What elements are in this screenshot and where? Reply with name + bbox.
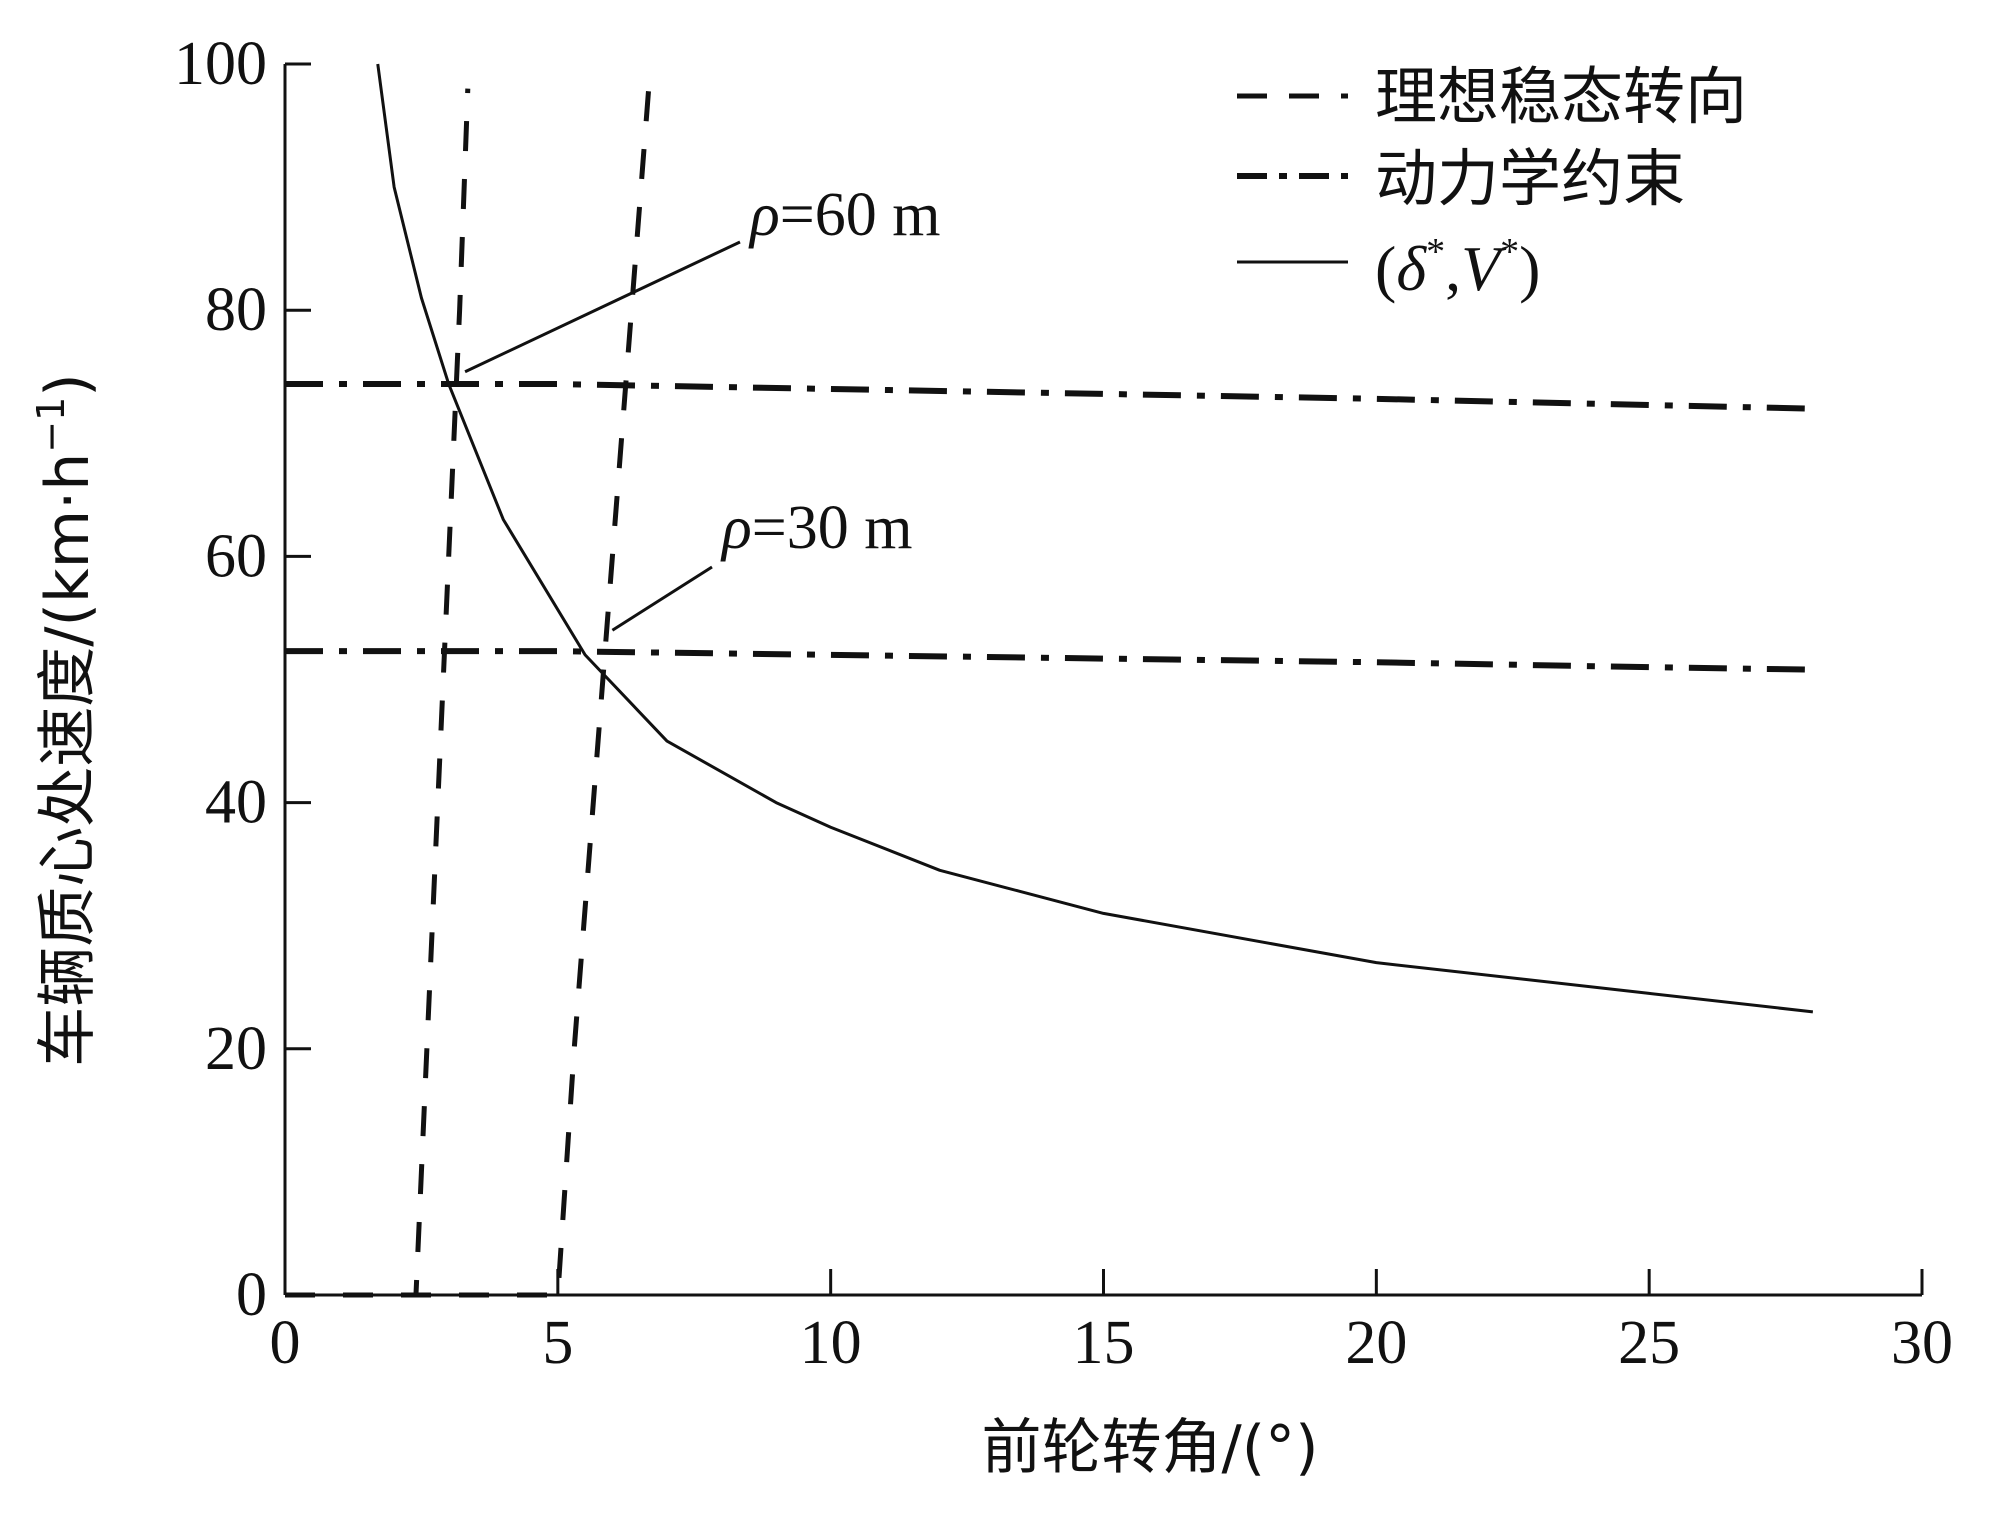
x-tick-label: 15 xyxy=(1073,1309,1135,1377)
y-tick-label: 60 xyxy=(205,522,267,590)
legend-star-1: * xyxy=(1426,231,1445,273)
annotation-text-30: =30 m xyxy=(752,494,913,562)
y-axis-title-superscript: −1 xyxy=(29,397,73,453)
x-tick-label: 0 xyxy=(270,1309,301,1377)
annotation-label-30m: ρ=30 m xyxy=(720,494,912,562)
legend-v: V xyxy=(1461,233,1507,304)
y-axis-title: 车辆质心处速度/(km·h−1) xyxy=(29,373,103,1066)
x-tick-label: 30 xyxy=(1891,1309,1953,1377)
legend-comma: , xyxy=(1445,233,1461,304)
y-tick-label: 100 xyxy=(174,30,267,98)
annotation-rho-60: ρ xyxy=(748,181,780,249)
x-tick-label: 5 xyxy=(542,1309,573,1377)
x-tick-label: 20 xyxy=(1345,1309,1407,1377)
series-dashed-line-0 xyxy=(285,88,471,1298)
y-axis-title-main: 车辆质心处速度/(km·h xyxy=(33,453,103,1067)
legend-label-dashdot: 动力学约束 xyxy=(1375,142,1685,215)
series-group xyxy=(285,63,1814,1298)
series-dashdot-line-2 xyxy=(285,381,1813,412)
x-axis-title: 前轮转角/(°) xyxy=(981,1413,1318,1483)
series-solid-line-4 xyxy=(376,63,1814,1014)
axes: 0 5 10 15 20 25 30 0 20 40 60 80 100 xyxy=(174,30,1953,1377)
legend-delta: δ xyxy=(1396,233,1427,304)
annotation-group xyxy=(464,240,741,632)
legend-label-solid: (δ*,V*) xyxy=(1375,231,1540,304)
x-tick-label: 25 xyxy=(1618,1309,1680,1377)
annotation-rho-30: ρ xyxy=(720,494,752,562)
legend xyxy=(1237,93,1348,264)
series-dashed-line-1 xyxy=(285,63,654,1298)
y-tick-label: 80 xyxy=(205,276,267,344)
annotation-leader-line-0 xyxy=(464,240,741,374)
annotation-leader-line-1 xyxy=(611,565,713,632)
x-tick-label: 10 xyxy=(800,1309,862,1377)
legend-label-dashed: 理想稳态转向 xyxy=(1375,60,1747,133)
series-dashdot-line-3 xyxy=(285,648,1813,673)
y-tick-label: 20 xyxy=(205,1015,267,1083)
y-axis-title-close: ) xyxy=(33,373,103,396)
legend-open-paren: ( xyxy=(1375,233,1396,304)
legend-entries: 理想稳态转向 动力学约束 (δ*,V*) xyxy=(1375,60,1747,304)
annotation-labels: ρ=60 m ρ=30 m xyxy=(720,181,940,562)
annotation-text-60: =60 m xyxy=(780,181,941,249)
annotation-label-60m: ρ=60 m xyxy=(748,181,940,249)
legend-close-paren: ) xyxy=(1519,233,1540,304)
y-tick-label: 0 xyxy=(236,1261,267,1329)
y-tick-label: 40 xyxy=(205,769,267,837)
legend-star-2: * xyxy=(1500,231,1519,273)
